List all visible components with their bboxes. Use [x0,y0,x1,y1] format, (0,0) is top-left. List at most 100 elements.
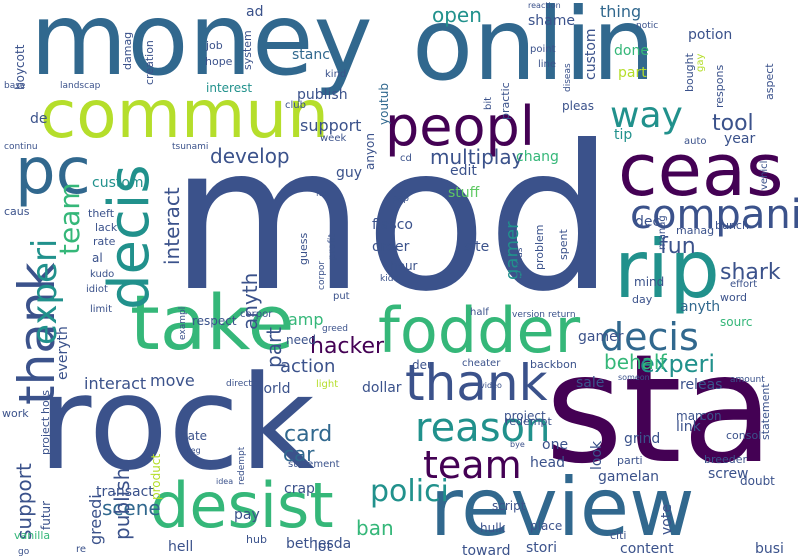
word-go: hub [246,533,267,546]
word-bye: statement [288,459,340,470]
word-rate: rate [93,235,116,248]
word-look: look [589,440,605,470]
word-stuff: shame [528,13,575,29]
word-tsunami: tsunami [172,142,209,152]
word-tool: team [423,443,522,487]
word-amp: scene [102,496,161,520]
word-behalf: open [432,3,482,27]
word-everyth: everyth [55,326,71,380]
word-shark: tool [712,111,754,136]
word-hope: hope [205,55,233,68]
word-doubt: parti [617,454,643,467]
word-video: backbon [530,358,577,371]
word-model: lot [314,539,332,555]
word-rock: rock [38,347,315,499]
word-peopl: peopl [385,95,535,158]
word-fiasco: publish [297,87,348,103]
word-disease: diseas [563,63,573,92]
word-edit: part [618,65,647,81]
word-hulk: idea [216,477,234,486]
word-fan: go [18,547,30,557]
word-pay: grind [624,431,661,447]
word-dec: fiasco [372,217,413,233]
word-action: ban [356,516,394,540]
word-reason: decis [600,315,699,359]
word-vote: vote [659,504,675,535]
word-citi: script [492,499,526,513]
word-base: base [4,81,26,91]
word-increas: increas [515,247,525,280]
word-car: multiplay [430,145,524,169]
word-stanc: car [283,442,315,466]
word-problem: problem [533,224,546,270]
word-anyth: anyth [238,272,262,330]
word-guy: done [614,43,649,59]
word-exampl: exampl [178,306,188,340]
word-gay: gay [695,53,706,72]
word-boycott: boycott [13,44,27,90]
word-pap: pap [392,194,409,204]
word-hub: citi [610,529,627,542]
word-ad: ad [246,4,264,20]
word-lack: lack [95,221,118,234]
word-practic: practic [499,82,512,120]
word-system: system [241,30,254,70]
word-script: doubt [740,474,775,488]
word-kiddi: kiddi [380,274,402,284]
word-idiot: idiot [86,284,108,295]
word-hour: hour [390,259,418,273]
word-hate: transact [96,484,154,500]
word-pleas: pleas [562,99,594,113]
word-point: point [530,44,556,55]
word-hack: busi [755,541,784,557]
word-line: line [538,59,557,70]
word-bastard: stori [526,540,557,556]
word-fodder: fodder [378,294,581,367]
word-word: day [632,293,653,306]
word-money: money [30,0,373,98]
word-user: screw [708,466,749,482]
word-compani: way [610,95,683,136]
word-onlin: onlin [412,0,656,103]
word-aspect: aspect [763,63,776,100]
word-caus: fan [316,189,329,198]
word-parti: illeg [184,446,201,455]
word-commun: commun [40,76,329,153]
word-toward: world [252,381,291,397]
word-re: head [530,455,565,471]
word-thing: action [280,356,336,377]
word-limit: limit [90,304,112,315]
word-club: club [285,100,306,111]
word-consum: place [530,519,563,533]
word-reaction: reaction [528,1,561,10]
word-vanilla: re [76,544,87,555]
word-site: stanc [292,47,330,63]
word-letter: hell [168,539,194,555]
word-effort: bunch [715,219,749,232]
word-guess: guess [297,232,310,265]
word-al: al [92,251,103,265]
word-transact: gamelan [598,469,660,485]
word-shame: move [150,371,195,390]
word-busi: one [542,437,569,453]
word-redempt: redempt [237,446,247,485]
word-world: year [724,131,756,147]
word-corpor: corpor [317,260,327,290]
word-part: part [262,326,286,368]
word-take: take [130,278,295,367]
word-multiplay: develop [210,144,290,168]
word-place: dollar [362,380,402,396]
word-project: project [39,416,52,455]
word-damag: damag [121,31,134,70]
word-head: hulk [480,521,506,535]
word-reput: hate [180,429,208,443]
word-cost: corpor [240,309,273,320]
word-mind: effort [730,279,758,290]
word-bethesda: anyth [680,299,721,315]
word-rip: rip [614,223,720,316]
word-creation: creation [143,40,156,85]
word-year: order [372,239,410,255]
word-bunch: manag [676,224,715,237]
word-dollar: dec [635,214,661,230]
